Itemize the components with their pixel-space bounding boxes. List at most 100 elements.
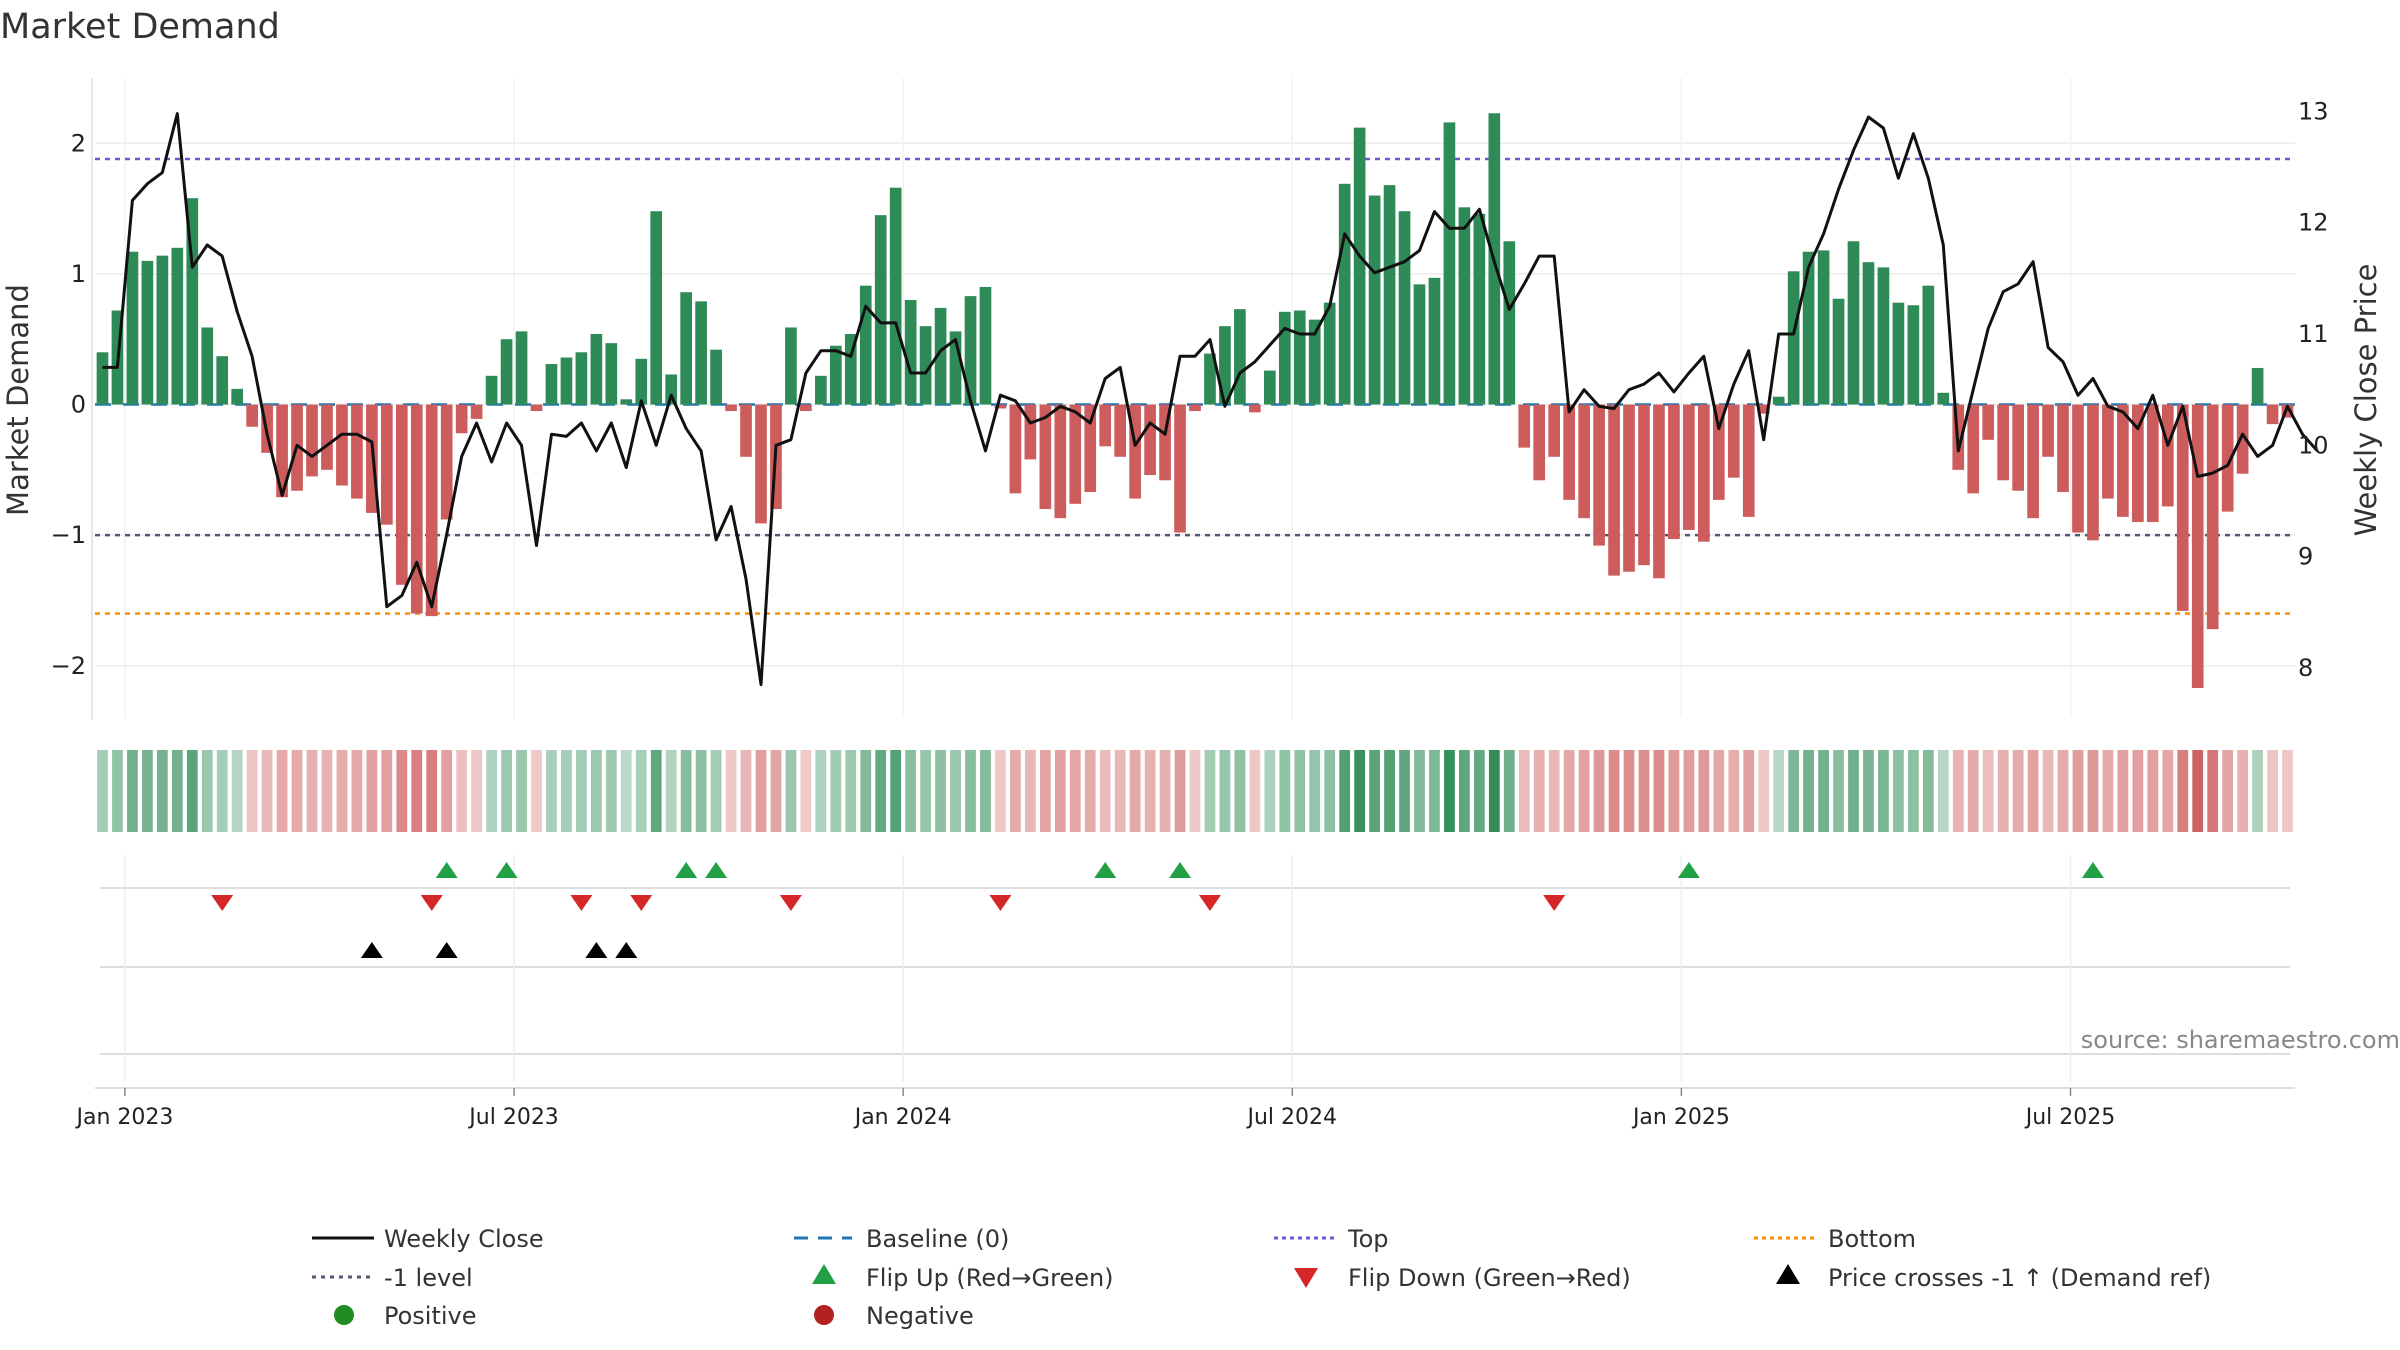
flip-up-marker	[2081, 862, 2104, 878]
demand-bar	[410, 404, 423, 614]
heat-strip-cell	[2147, 750, 2159, 832]
demand-bar	[1578, 404, 1590, 519]
heat-strip-cell	[1893, 750, 1904, 832]
demand-bar	[2161, 404, 2174, 507]
demand-bar	[1772, 396, 1785, 405]
event-markers-panel	[95, 855, 2295, 1089]
heat-strip-cell	[1593, 750, 1605, 832]
price-cross-marker	[435, 942, 458, 958]
demand-bar	[1698, 404, 1710, 542]
heat-strip-cell	[201, 750, 213, 832]
heat-strip-cell	[1773, 750, 1785, 832]
svg-text:Positive: Positive	[384, 1302, 477, 1330]
heat-strip-cell	[725, 750, 737, 832]
heat-strip-cell	[1339, 750, 1351, 832]
heat-strip-cell	[2057, 750, 2069, 832]
heat-strip-cell	[1608, 750, 1620, 832]
demand-bar	[1129, 404, 1141, 499]
x-tick-label: Jan 2024	[853, 1105, 952, 1130]
flip-down-markers	[211, 895, 1566, 911]
heat-strip-cell	[441, 750, 453, 832]
flip-down-marker	[779, 895, 802, 911]
x-tick-label: Jul 2024	[1246, 1105, 1338, 1130]
heat-strip-cell	[1488, 750, 1500, 832]
heat-strip-cell	[141, 750, 153, 832]
price-cross-marker	[360, 942, 383, 958]
demand-bar	[1593, 404, 1605, 546]
heat-strip-cell	[1099, 750, 1111, 832]
demand-bar	[755, 404, 767, 524]
demand-bar	[545, 364, 558, 405]
demand-bar	[665, 374, 678, 405]
source-note: source: sharemaestro.com	[2081, 1026, 2400, 1054]
demand-bar	[2176, 404, 2189, 611]
demand-bar	[1458, 207, 1471, 405]
heat-strip-cell	[486, 750, 497, 832]
legend-price-cross: Price crosses -1 ↑ (Demand ref)	[1776, 1264, 2211, 1292]
heat-strip-cell	[1174, 750, 1186, 832]
heat-strip-cell	[1967, 750, 1979, 832]
svg-text:-1 level: -1 level	[384, 1264, 473, 1292]
heat-strip-cell	[1069, 750, 1081, 832]
heat-strip-cell	[650, 750, 662, 832]
heat-strip-cell	[755, 750, 767, 832]
heat-strip-cell	[2282, 750, 2293, 832]
demand-bar	[1668, 404, 1680, 540]
demand-bar	[2042, 404, 2054, 457]
demand-bar	[1084, 404, 1097, 493]
demand-bar	[2102, 404, 2114, 499]
heat-strip-cell	[1533, 750, 1545, 832]
heat-strip-cell	[1399, 750, 1410, 832]
heat-strip-cell	[2027, 750, 2039, 832]
heat-strip-cell	[1788, 750, 1800, 832]
demand-bar	[336, 404, 348, 486]
heat-strip-cell	[1548, 750, 1560, 832]
heat-strip-cell	[1997, 750, 2009, 832]
x-tick-label: Jan 2023	[74, 1105, 173, 1130]
demand-bar	[515, 331, 528, 405]
heat-strip-cell	[1264, 750, 1276, 832]
demand-bar	[455, 404, 468, 434]
heat-strip-cell	[1922, 750, 1934, 832]
demand-bar	[2206, 404, 2219, 630]
demand-bar	[2281, 404, 2294, 418]
demand-bar	[126, 251, 139, 405]
demand-bar	[1922, 285, 1935, 405]
demand-bar	[949, 331, 962, 405]
demand-bar	[1009, 404, 1022, 494]
heat-strip-cell	[1668, 750, 1680, 832]
flip-down-marker	[211, 895, 234, 911]
demand-bar	[695, 301, 707, 405]
demand-bar	[2236, 404, 2249, 474]
heat-strip-cell	[261, 750, 273, 832]
demand-bar	[1413, 284, 1426, 405]
demand-bar	[680, 292, 692, 405]
demand-bar	[276, 404, 288, 498]
heat-strip-cell	[2042, 750, 2054, 832]
demand-bar	[1877, 267, 1890, 405]
heat-strip-cell	[216, 750, 228, 832]
demand-bar	[1503, 241, 1516, 405]
demand-bar	[1144, 404, 1156, 476]
demand-bar	[1368, 195, 1381, 405]
heat-strip-cell	[1189, 750, 1201, 832]
legend-positive: Positive	[334, 1302, 477, 1330]
svg-text:Weekly Close: Weekly Close	[384, 1225, 544, 1253]
y2-tick-label: 10	[2298, 431, 2329, 459]
demand-bar	[1398, 211, 1411, 405]
heat-strip-cell	[381, 750, 393, 832]
demand-bar	[2087, 404, 2099, 541]
demand-bar	[1473, 213, 1486, 405]
heat-strip-cell	[1937, 750, 1949, 832]
heat-strip-cell	[890, 750, 902, 832]
demand-bar	[590, 334, 603, 405]
svg-text:Negative: Negative	[866, 1302, 974, 1330]
y-tick-label: 0	[71, 391, 86, 419]
flip-up-marker	[495, 862, 518, 878]
heat-strip-cell	[366, 750, 378, 832]
heat-strip-cell	[710, 750, 722, 832]
demand-bar	[620, 399, 633, 405]
heat-strip-cell	[1503, 750, 1515, 832]
svg-text:Bottom: Bottom	[1828, 1225, 1916, 1253]
